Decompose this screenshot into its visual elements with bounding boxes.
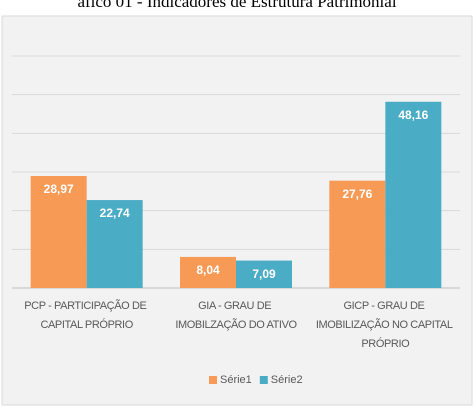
bar (236, 260, 292, 288)
x-tick-label: GIA - GRAU DE IMOBILZAÇÃO DO ATIVO (175, 300, 297, 331)
value-label: 28,97 (44, 182, 74, 196)
value-label: 48,16 (398, 108, 428, 122)
value-label: 8,04 (196, 263, 220, 277)
x-tick-label: PCP - PARTICIPAÇÃO DE CAPITAL PRÓPRIO (24, 299, 149, 331)
legend-label: Série1 (220, 374, 252, 386)
chart-title: áfico 01 - Indicadores de Estrutura Patr… (77, 0, 396, 11)
bar (329, 180, 386, 288)
value-label: 27,76 (342, 187, 372, 201)
bar (180, 256, 236, 288)
x-tick-label: GICP - GRAU DE IMOBILIZAÇÃO NO CAPITAL P… (316, 300, 455, 350)
bar (86, 200, 143, 288)
value-label: 22,74 (100, 206, 130, 220)
bar (385, 101, 442, 288)
legend-swatch (209, 376, 217, 384)
bar (30, 175, 87, 288)
legend-swatch (259, 376, 268, 384)
value-label: 7,09 (252, 267, 276, 281)
legend-label: Série2 (271, 374, 303, 386)
